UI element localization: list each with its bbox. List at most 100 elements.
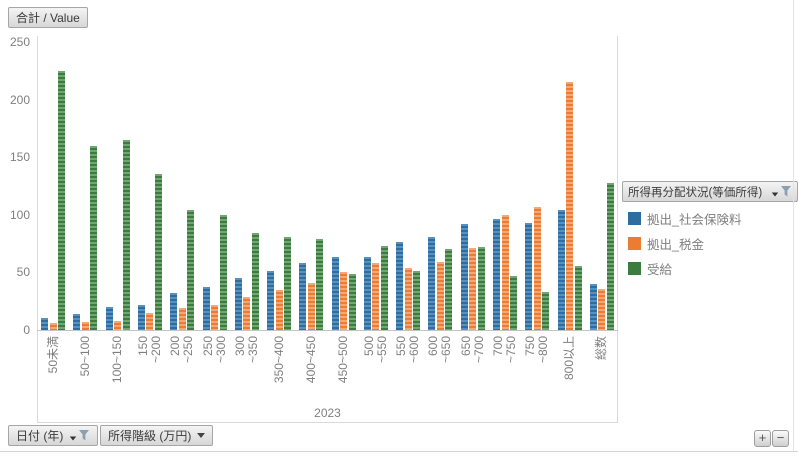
bar-拠出_税金-400~450	[307, 282, 315, 330]
legend-item: 拠出_税金	[628, 234, 704, 253]
bar-拠出_税金-450~500	[340, 272, 348, 330]
legend-field-button[interactable]: 所得再分配状況(等価所得)	[622, 181, 798, 202]
bar-受給-50未満	[58, 70, 66, 330]
date-field-label: 日付 (年)	[16, 429, 64, 443]
x-tick-label: 350~400	[271, 336, 286, 384]
funnel-icon	[79, 430, 90, 441]
legend-field-label: 所得再分配状況(等価所得)	[628, 186, 763, 199]
series-swatch-jukyu	[628, 262, 641, 275]
bar-拠出_税金-550~600	[404, 267, 412, 330]
filter-funnel-icon	[69, 430, 90, 441]
bar-拠出_社会保険料-50未満	[41, 318, 49, 330]
bar-拠出_社会保険料-450~500	[331, 257, 339, 330]
bar-拠出_税金-200~250	[178, 308, 186, 330]
x-tick-label: 総数	[594, 336, 609, 361]
legend-item: 拠出_社会保険料	[628, 209, 741, 228]
bar-拠出_税金-300~350	[243, 296, 251, 330]
x-tick-label: 750 ~800	[523, 336, 551, 364]
x-tick-label: 300 ~350	[232, 336, 260, 364]
series-swatch-zeikin	[628, 237, 641, 250]
bar-受給-100~150	[122, 139, 130, 330]
bar-拠出_税金-650~700	[469, 248, 477, 330]
dropdown-arrow-icon	[70, 436, 77, 441]
bar-受給-750~800	[542, 291, 550, 330]
bar-拠出_税金-100~150	[114, 320, 122, 330]
y-tick-label: 100	[9, 207, 30, 222]
window-right-border	[793, 0, 794, 451]
y-tick-label: 0	[23, 323, 30, 337]
bar-拠出_社会保険料-100~150	[105, 306, 113, 330]
y-tick-label: 200	[9, 92, 30, 107]
bar-拠出_社会保険料-500~550	[363, 257, 371, 330]
x-tick-label: 500 ~550	[361, 336, 389, 364]
bar-拠出_税金-750~800	[533, 206, 541, 330]
x-tick-label: 50未満	[45, 336, 60, 374]
bar-拠出_税金-総数	[598, 288, 606, 330]
bar-拠出_税金-700~750	[501, 214, 509, 330]
dropdown-arrow-icon	[197, 433, 206, 438]
value-field-label: 合計 / Value	[16, 11, 80, 25]
bar-拠出_社会保険料-700~750	[493, 219, 501, 330]
funnel-icon	[781, 186, 791, 197]
bar-拠出_社会保険料-総数	[589, 283, 597, 330]
x-tick-label: 100~150	[110, 336, 125, 384]
bar-拠出_社会保険料-750~800	[525, 222, 533, 330]
bar-拠出_税金-350~400	[275, 289, 283, 330]
x-tick-label: 400~450	[303, 336, 318, 384]
value-field-button[interactable]: 合計 / Value	[8, 7, 88, 28]
x-axis-line	[37, 330, 618, 331]
window-bottom-border	[0, 451, 798, 452]
bar-拠出_社会保険料-300~350	[234, 278, 242, 330]
bar-拠出_税金-250~300	[211, 304, 219, 330]
legend-item: 受給	[628, 259, 672, 278]
bar-受給-800以上	[574, 265, 582, 330]
y-tick-label: 250	[9, 35, 30, 49]
bar-拠出_社会保険料-600~650	[428, 236, 436, 330]
bar-拠出_社会保険料-50~100	[73, 313, 81, 330]
x-tick-label: 150 ~200	[135, 336, 163, 364]
bar-受給-150~200	[154, 174, 162, 330]
year-axis-label: 2023	[314, 406, 341, 420]
bar-受給-500~550	[380, 245, 388, 330]
zoom-out-button[interactable]: −	[772, 430, 789, 447]
bar-拠出_税金-800以上	[566, 82, 574, 330]
x-tick-label: 50~100	[77, 336, 92, 377]
zoom-in-button[interactable]: +	[754, 430, 771, 447]
x-tick-label: 200 ~250	[168, 336, 196, 364]
x-tick-label: 250 ~300	[200, 336, 228, 364]
bar-拠出_税金-50未満	[49, 323, 57, 330]
bar-拠出_税金-600~650	[436, 262, 444, 330]
series-label: 受給	[647, 263, 673, 277]
date-field-button[interactable]: 日付 (年)	[8, 425, 99, 446]
y-tick-label: 50	[16, 265, 30, 280]
bar-拠出_社会保険料-150~200	[137, 304, 145, 330]
bar-受給-300~350	[251, 233, 259, 330]
bar-拠出_社会保険料-350~400	[267, 271, 275, 330]
series-swatch-shakaihokenryo	[628, 212, 641, 225]
bar-拠出_税金-50~100	[81, 321, 89, 330]
x-tick-label: 450~500	[336, 336, 351, 384]
series-label: 拠出_税金	[647, 238, 704, 252]
plot-frame	[37, 36, 618, 423]
bar-拠出_社会保険料-250~300	[202, 287, 210, 330]
bar-拠出_社会保険料-400~450	[299, 263, 307, 330]
x-tick-label: 550 ~600	[394, 336, 422, 364]
series-label: 拠出_社会保険料	[647, 213, 742, 227]
x-tick-label: 800以上	[562, 336, 577, 381]
bars-plot	[37, 42, 618, 330]
bar-受給-250~300	[219, 214, 227, 330]
dropdown-arrow-icon	[771, 192, 779, 197]
bar-受給-400~450	[316, 239, 324, 330]
bar-受給-550~600	[413, 271, 421, 330]
bar-受給-450~500	[348, 273, 356, 330]
income-class-field-button[interactable]: 所得階級 (万円)	[100, 425, 214, 446]
bar-受給-200~250	[187, 210, 195, 330]
income-class-field-label: 所得階級 (万円)	[108, 429, 192, 443]
bar-受給-600~650	[445, 249, 453, 330]
filter-funnel-icon	[771, 186, 792, 197]
x-tick-label: 600 ~650	[426, 336, 454, 364]
bar-拠出_社会保険料-550~600	[396, 242, 404, 330]
bar-受給-700~750	[510, 275, 518, 330]
bar-受給-50~100	[90, 145, 98, 330]
